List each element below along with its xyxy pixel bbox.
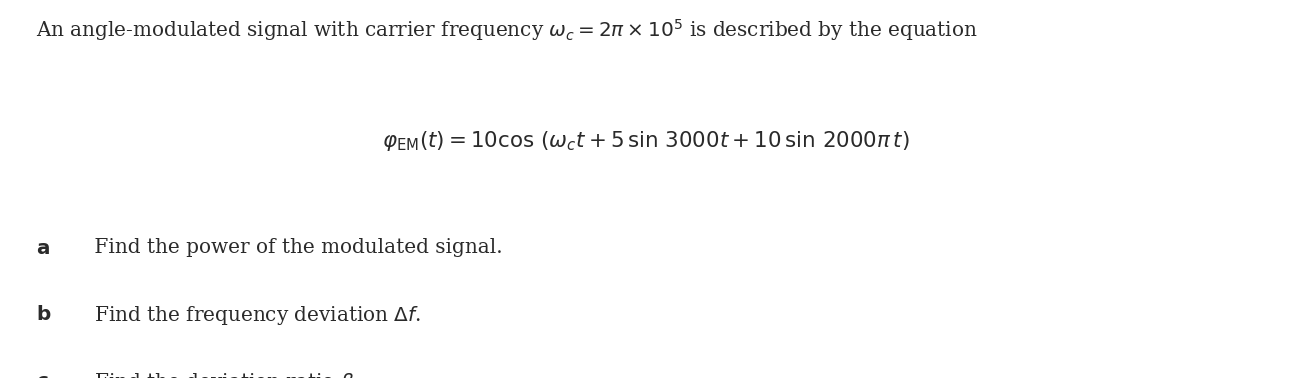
Text: Find the power of the modulated signal.: Find the power of the modulated signal. — [88, 238, 502, 257]
Text: $\mathbf{a}$: $\mathbf{a}$ — [36, 238, 50, 258]
Text: An angle-modulated signal with carrier frequency $\omega_c = 2\pi \times 10^5$ i: An angle-modulated signal with carrier f… — [36, 17, 977, 43]
Text: Find the deviation ratio $\beta$.: Find the deviation ratio $\beta$. — [88, 370, 359, 378]
Text: $\mathbf{c}$: $\mathbf{c}$ — [36, 370, 49, 378]
Text: $\mathbf{b}$: $\mathbf{b}$ — [36, 304, 52, 324]
Text: Find the frequency deviation $\Delta f$.: Find the frequency deviation $\Delta f$. — [88, 304, 421, 327]
Text: $\varphi_{\mathrm{EM}}(t) = 10\cos\,(\omega_c t + 5\,\sin\,3000t + 10\,\sin\,200: $\varphi_{\mathrm{EM}}(t) = 10\cos\,(\om… — [382, 129, 909, 152]
